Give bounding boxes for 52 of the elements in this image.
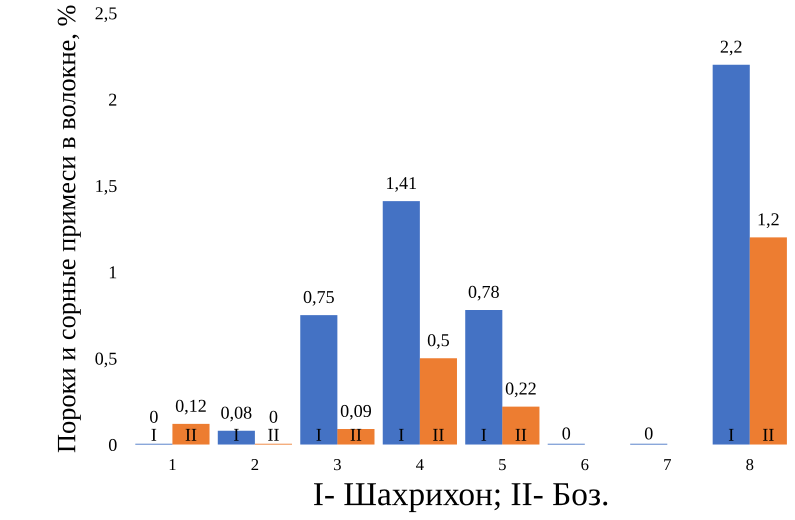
x-tick-label: 6 bbox=[581, 459, 588, 470]
y-tick-label: 1 bbox=[110, 266, 116, 278]
text: I bbox=[316, 428, 322, 441]
x-tick-label: 5 bbox=[499, 459, 506, 470]
bar bbox=[218, 430, 255, 445]
text: II bbox=[433, 428, 444, 441]
data-label: 1,2 bbox=[758, 213, 779, 228]
y-tick-label: 2,5 bbox=[96, 7, 117, 22]
x-tick-label: 8 bbox=[746, 458, 754, 470]
data-label: 0 bbox=[644, 427, 653, 440]
data-label: 0 bbox=[562, 427, 570, 440]
data-label: 0,75 bbox=[304, 290, 334, 306]
y-tick-label: 2 bbox=[109, 94, 116, 106]
bar bbox=[300, 315, 338, 445]
x-tick-label: 2 bbox=[251, 459, 258, 470]
y-axis-title: Пороки и сорные примеси в волокне, % bbox=[58, 5, 81, 452]
bar bbox=[337, 429, 374, 445]
data-label: 2,2 bbox=[720, 40, 742, 56]
text: I bbox=[398, 428, 404, 441]
data-label: 0 bbox=[150, 410, 158, 423]
text: II bbox=[268, 428, 279, 441]
text: II bbox=[186, 428, 196, 441]
text: II bbox=[762, 428, 774, 441]
data-label: 0,09 bbox=[340, 404, 371, 420]
data-label: 0 bbox=[270, 410, 278, 423]
text: I bbox=[481, 428, 486, 441]
bar bbox=[750, 237, 787, 445]
data-label: 0,08 bbox=[221, 406, 252, 422]
bar bbox=[420, 358, 457, 445]
x-tick-label: 7 bbox=[664, 459, 671, 470]
bar bbox=[465, 310, 502, 445]
x-tick-label: 4 bbox=[416, 459, 424, 470]
data-label: 1,41 bbox=[387, 177, 416, 192]
bar bbox=[382, 201, 420, 445]
x-axis-title: I- Шахрихон; II- Боз. bbox=[314, 483, 608, 512]
y-tick-label: 0 bbox=[108, 438, 117, 452]
data-label: 0,5 bbox=[428, 334, 449, 349]
series-label: I bbox=[234, 428, 239, 441]
text: I bbox=[728, 428, 734, 441]
data-label: 0,22 bbox=[506, 382, 536, 398]
x-tick-label: 3 bbox=[334, 459, 341, 470]
text: I bbox=[152, 428, 156, 441]
bar bbox=[712, 64, 750, 445]
y-tick-label: 0,5 bbox=[95, 352, 117, 368]
bar bbox=[172, 424, 210, 445]
data-label: 0,12 bbox=[176, 400, 206, 414]
data-label: 0,78 bbox=[468, 286, 499, 301]
y-tick-label: 1,5 bbox=[96, 180, 117, 195]
x-tick-label: 1 bbox=[170, 459, 176, 470]
text: II bbox=[516, 428, 526, 441]
series-label: II bbox=[350, 428, 362, 441]
bar bbox=[502, 406, 540, 445]
